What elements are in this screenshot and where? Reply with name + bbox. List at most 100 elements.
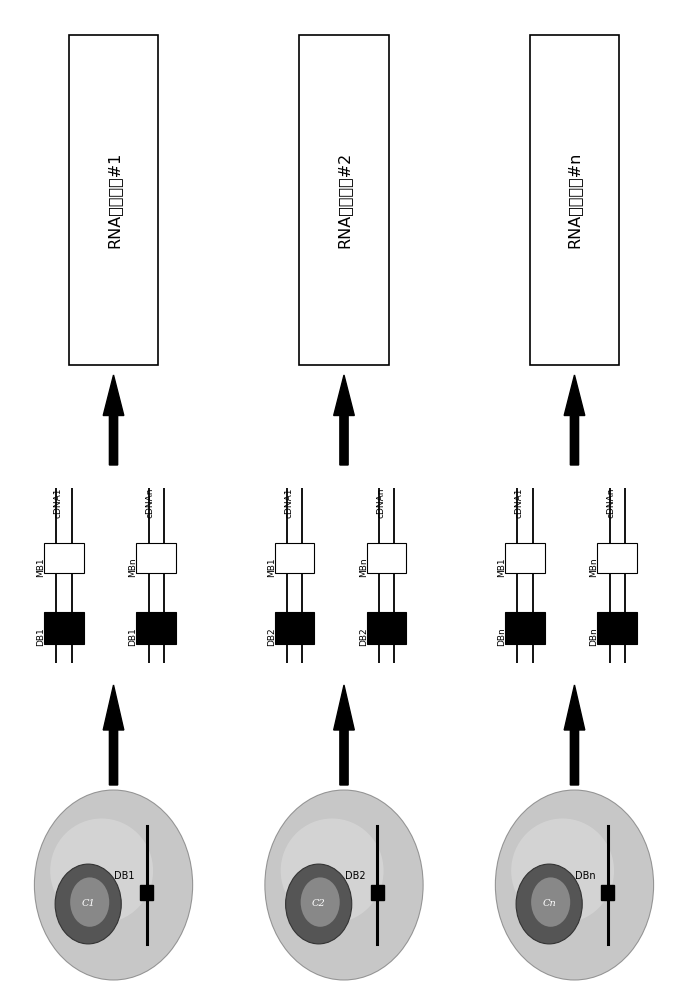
- Ellipse shape: [268, 794, 420, 976]
- Text: DB1: DB1: [129, 628, 138, 646]
- Text: cDNAn: cDNAn: [376, 488, 385, 518]
- FancyArrow shape: [334, 685, 354, 785]
- Text: cDNAn: cDNAn: [146, 488, 155, 518]
- Ellipse shape: [496, 791, 653, 979]
- Text: DBn: DBn: [497, 628, 506, 646]
- Ellipse shape: [37, 793, 190, 977]
- Text: DBn: DBn: [575, 871, 596, 881]
- Ellipse shape: [497, 792, 652, 978]
- Ellipse shape: [495, 790, 654, 980]
- FancyArrow shape: [564, 375, 585, 465]
- Ellipse shape: [269, 795, 419, 975]
- Ellipse shape: [268, 793, 420, 977]
- Text: C1: C1: [81, 900, 95, 908]
- Ellipse shape: [36, 792, 191, 978]
- Bar: [136, 542, 176, 572]
- Ellipse shape: [497, 793, 652, 977]
- Text: DBn: DBn: [590, 628, 599, 646]
- Text: MB1: MB1: [497, 558, 506, 577]
- Ellipse shape: [34, 790, 193, 980]
- Ellipse shape: [36, 793, 191, 977]
- Ellipse shape: [70, 877, 109, 927]
- Ellipse shape: [34, 790, 193, 980]
- Ellipse shape: [35, 791, 192, 979]
- Ellipse shape: [266, 791, 422, 979]
- Ellipse shape: [499, 795, 649, 975]
- Ellipse shape: [301, 877, 340, 927]
- Ellipse shape: [498, 793, 651, 977]
- Text: DB2: DB2: [267, 628, 276, 646]
- Text: DB1: DB1: [114, 871, 135, 881]
- Text: cDNA1: cDNA1: [284, 488, 293, 518]
- Ellipse shape: [497, 793, 652, 977]
- Ellipse shape: [36, 792, 191, 978]
- Bar: [367, 542, 407, 572]
- Ellipse shape: [266, 792, 422, 978]
- Ellipse shape: [37, 793, 190, 977]
- Ellipse shape: [498, 794, 651, 976]
- Bar: [597, 542, 637, 572]
- Bar: [597, 611, 637, 644]
- Ellipse shape: [286, 864, 352, 944]
- Text: MBn: MBn: [129, 558, 138, 577]
- Ellipse shape: [268, 794, 420, 976]
- FancyArrow shape: [103, 375, 124, 465]
- Ellipse shape: [281, 818, 384, 923]
- Ellipse shape: [38, 794, 189, 976]
- Ellipse shape: [497, 792, 652, 978]
- Bar: [44, 611, 84, 644]
- Ellipse shape: [511, 818, 614, 923]
- Text: MBn: MBn: [590, 558, 599, 577]
- Text: cDNA1: cDNA1: [54, 488, 63, 518]
- Text: DB2: DB2: [345, 871, 365, 881]
- FancyArrow shape: [103, 685, 124, 785]
- FancyArrow shape: [334, 375, 354, 465]
- Bar: [275, 542, 314, 572]
- Bar: [44, 542, 84, 572]
- Ellipse shape: [498, 793, 651, 977]
- Ellipse shape: [266, 791, 422, 979]
- Bar: [601, 885, 614, 900]
- Ellipse shape: [36, 791, 191, 979]
- Ellipse shape: [35, 791, 192, 979]
- Ellipse shape: [496, 791, 653, 979]
- Ellipse shape: [516, 864, 582, 944]
- Ellipse shape: [266, 791, 422, 979]
- Ellipse shape: [267, 793, 421, 977]
- Ellipse shape: [55, 864, 121, 944]
- Bar: [505, 542, 545, 572]
- Ellipse shape: [497, 792, 652, 978]
- Text: MB1: MB1: [36, 558, 45, 577]
- Ellipse shape: [495, 790, 654, 980]
- Text: DB1: DB1: [36, 628, 45, 646]
- Ellipse shape: [268, 793, 420, 977]
- Ellipse shape: [267, 793, 421, 977]
- Ellipse shape: [36, 792, 191, 978]
- Bar: [505, 611, 545, 644]
- Ellipse shape: [497, 791, 652, 979]
- Bar: [275, 611, 314, 644]
- Ellipse shape: [36, 793, 191, 977]
- Ellipse shape: [499, 794, 650, 976]
- Ellipse shape: [265, 790, 423, 980]
- Ellipse shape: [34, 790, 193, 980]
- Ellipse shape: [37, 794, 190, 976]
- Ellipse shape: [265, 790, 423, 980]
- Text: MB1: MB1: [267, 558, 276, 577]
- Text: cDNAn: cDNAn: [607, 488, 616, 518]
- Ellipse shape: [38, 794, 189, 976]
- Text: Cn: Cn: [542, 900, 556, 908]
- Ellipse shape: [50, 818, 153, 923]
- Ellipse shape: [268, 794, 420, 976]
- Text: RNA来自细胞#1: RNA来自细胞#1: [106, 152, 121, 248]
- Ellipse shape: [35, 791, 192, 979]
- Ellipse shape: [268, 794, 420, 976]
- Bar: [136, 611, 176, 644]
- Text: DB2: DB2: [359, 628, 368, 646]
- Text: cDNA1: cDNA1: [515, 488, 524, 518]
- Ellipse shape: [266, 792, 422, 978]
- Ellipse shape: [39, 795, 189, 975]
- Ellipse shape: [496, 791, 653, 979]
- Text: C2: C2: [312, 900, 325, 908]
- Text: RNA来自细胞#2: RNA来自细胞#2: [336, 152, 352, 248]
